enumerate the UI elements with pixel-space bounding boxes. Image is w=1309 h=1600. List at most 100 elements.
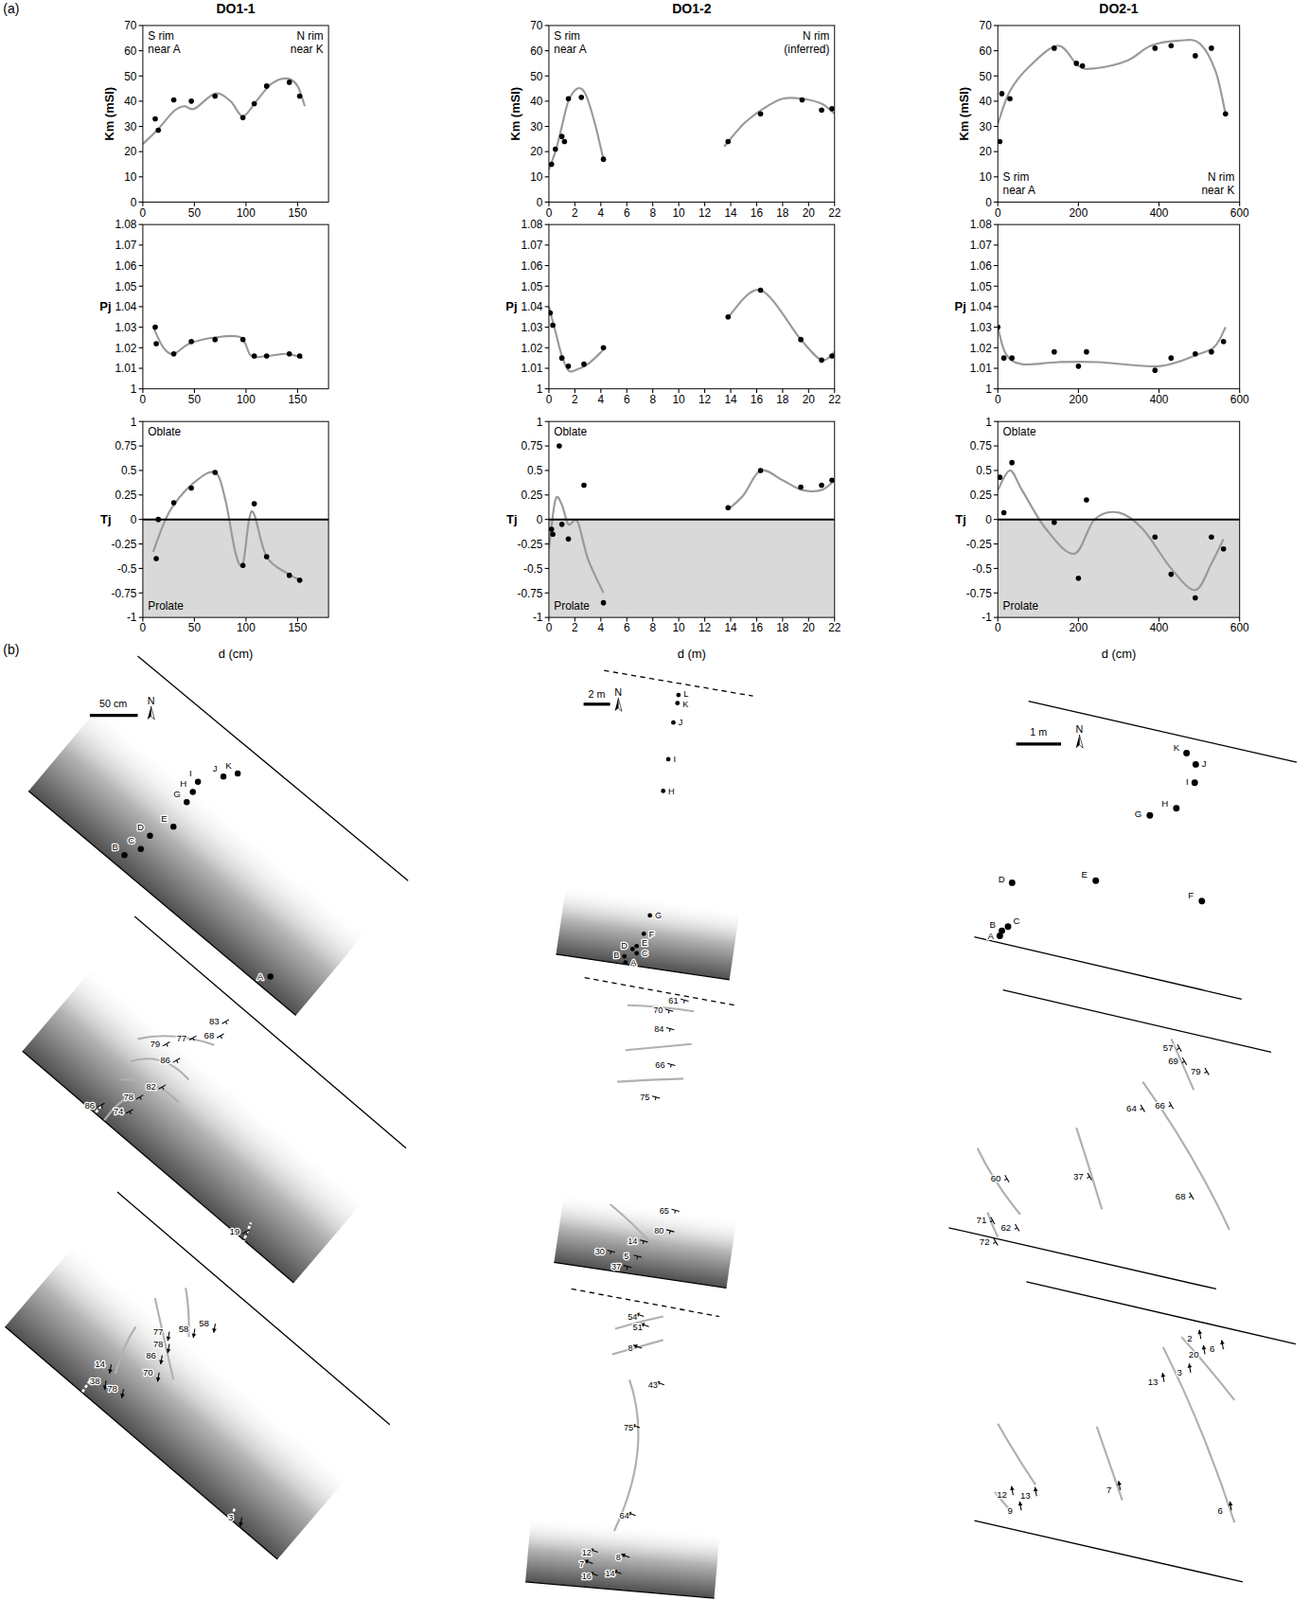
outcrop-edge [948,1227,1216,1290]
tick-label: 1.07 [520,238,543,252]
tick-label: -0.5 [972,562,992,576]
tick-label: 1.03 [114,320,137,335]
dip-symbol [609,1251,612,1255]
tick-label: 400 [1149,620,1169,635]
dip-symbol [173,1058,180,1062]
scale-bar [1016,742,1062,745]
structure-trace [1163,1346,1235,1522]
site-point [630,946,636,952]
tick [139,421,143,423]
point [552,146,559,153]
scale-label: 2 m [588,688,606,700]
point [1083,496,1090,503]
tick [993,326,998,328]
point [758,287,764,294]
point [725,504,731,511]
tick-label: 22 [828,620,841,635]
tick-label: -1 [981,610,992,624]
dip-symbol [992,1241,996,1244]
annotation: S rim [147,29,175,43]
chart: -1-0.75-0.5-0.2500.250.50.75102468101214… [506,415,841,662]
tick-label: 6 [623,620,631,635]
annotation: S rim [553,29,581,43]
site-label: D [620,940,628,951]
arrow-head [583,1558,589,1563]
tick [993,125,998,127]
site-label: I [672,754,676,764]
tick-label: 400 [1149,392,1169,407]
dip-symbol [668,1009,671,1013]
dip-value: 12 [582,1547,592,1557]
point [566,363,572,370]
dip-value: 83 [209,1015,220,1026]
dip-value: 75 [639,1092,650,1102]
structure-trace [987,1212,998,1238]
shade-edge [142,518,329,521]
tick-label: 1.08 [520,217,543,231]
point [1076,363,1082,370]
tick-label: 1.05 [520,280,543,294]
tick-label: 0 [140,620,147,635]
point [829,477,835,483]
frame [997,421,1239,618]
white-trace [243,1221,252,1243]
site-point [1191,778,1199,786]
tick [139,244,143,246]
point [212,336,218,343]
tick [993,494,998,496]
dip-value: 37 [611,1261,621,1272]
point [818,106,825,113]
site-label: F [649,929,655,939]
axis-title: Tj [506,512,517,527]
dip-symbol [129,1111,132,1115]
outcrop-edge [603,670,753,696]
tick [545,567,549,569]
tick-label: 40 [530,94,544,108]
point [548,310,553,317]
point [1001,354,1008,361]
axis-title: Tj [100,512,111,527]
tick-label: -0.25 [966,537,992,551]
point [566,95,572,102]
dip-symbol [176,1060,178,1063]
tick-label: 0.25 [114,488,137,502]
dip-value: 19 [229,1225,241,1237]
plot-area [152,324,303,359]
dip-value: 86 [84,1099,95,1111]
north-arrow [151,706,156,720]
site-label: G [173,788,181,799]
tick-label: 0.25 [970,488,992,502]
tick [545,24,549,26]
curve [153,327,303,359]
tick [139,100,143,102]
tick [545,421,549,423]
dip-symbol [669,1230,672,1234]
tick-label: 50 [979,70,993,84]
tick-label: 1.06 [114,259,137,273]
tick-label: 10 [979,170,993,184]
tick [545,305,549,307]
tick [545,367,549,369]
frame [997,224,1239,390]
site-point [634,950,639,956]
axis-title: Pj [505,299,517,314]
point [171,97,177,104]
structure-trace [617,1078,684,1081]
tick-label: 1.05 [970,280,992,294]
point [1168,354,1175,361]
curve [142,78,305,144]
dip-value: 13 [1148,1376,1159,1387]
outcrop-edge [584,977,735,1006]
site-label: K [682,699,689,709]
dip-symbol [136,1095,143,1099]
point [578,94,584,101]
dip-symbol [1188,1195,1192,1198]
frame [142,25,329,202]
point [171,351,177,357]
tick-label: 50 [123,70,138,84]
dip-symbol [1176,1047,1180,1050]
point [549,322,556,329]
tick-label: 600 [1230,620,1250,635]
site-label: I [1185,776,1189,787]
point [566,536,572,543]
